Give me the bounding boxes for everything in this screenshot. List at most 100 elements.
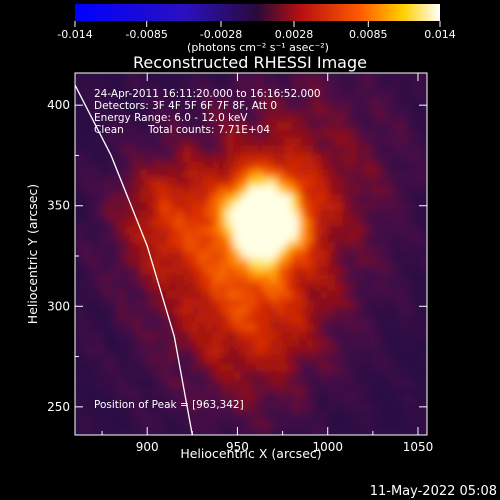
heatmap-cell bbox=[241, 209, 249, 219]
heatmap-cell bbox=[363, 282, 372, 291]
heatmap-cell bbox=[291, 113, 300, 122]
heatmap-cell bbox=[89, 217, 98, 227]
heatmap-cell bbox=[183, 258, 192, 267]
heatmap-cell bbox=[399, 274, 408, 283]
heatmap-cell bbox=[269, 346, 278, 356]
heatmap-cell bbox=[284, 298, 293, 307]
heatmap-cell bbox=[96, 73, 105, 82]
heatmap-cell bbox=[111, 169, 119, 179]
heatmap-cell bbox=[176, 418, 184, 428]
heatmap-cell bbox=[118, 193, 127, 203]
heatmap-cell bbox=[82, 362, 91, 372]
heatmap-cell bbox=[226, 330, 235, 340]
heatmap-cell bbox=[407, 306, 415, 315]
heatmap-cell bbox=[378, 410, 387, 420]
heatmap-cell bbox=[342, 418, 350, 428]
heatmap-cell bbox=[103, 290, 112, 299]
heatmap-cell bbox=[385, 282, 394, 291]
heatmap-cell bbox=[385, 225, 394, 235]
heatmap-cell bbox=[197, 105, 206, 114]
heatmap-cell bbox=[356, 314, 365, 323]
y-tick-label: 350 bbox=[47, 199, 70, 213]
heatmap-cell bbox=[255, 201, 264, 211]
heatmap-cell bbox=[327, 306, 336, 315]
heatmap-cell bbox=[168, 402, 177, 412]
heatmap-cell bbox=[118, 97, 127, 106]
heatmap-cell bbox=[241, 362, 249, 372]
heatmap-cell bbox=[255, 314, 264, 323]
heatmap-cell bbox=[241, 129, 249, 138]
heatmap-cell bbox=[139, 394, 148, 404]
heatmap-cell bbox=[212, 402, 221, 412]
heatmap-cell bbox=[334, 209, 343, 219]
heatmap-cell bbox=[327, 153, 336, 163]
heatmap-cell bbox=[421, 185, 427, 195]
heatmap-cell bbox=[248, 201, 257, 211]
heatmap-cell bbox=[356, 258, 365, 267]
heatmap-cell bbox=[75, 97, 83, 106]
heatmap-cell bbox=[284, 338, 293, 348]
heatmap-cell bbox=[132, 266, 141, 275]
heatmap-cell bbox=[407, 153, 415, 163]
heatmap-cell bbox=[421, 290, 427, 299]
heatmap-cell bbox=[378, 225, 387, 235]
heatmap-cell bbox=[262, 105, 271, 114]
heatmap-cell bbox=[298, 105, 307, 114]
heatmap-cell bbox=[255, 322, 264, 332]
annotation-energy: Energy Range: 6.0 - 12.0 keV bbox=[94, 112, 248, 124]
heatmap-cell bbox=[356, 426, 365, 435]
heatmap-cell bbox=[349, 418, 358, 428]
heatmap-cell bbox=[298, 426, 307, 435]
heatmap-cell bbox=[197, 201, 206, 211]
heatmap-cell bbox=[342, 249, 350, 259]
heatmap-cell bbox=[269, 241, 278, 251]
heatmap-cell bbox=[269, 274, 278, 283]
heatmap-cell bbox=[125, 282, 134, 291]
heatmap-cell bbox=[241, 306, 249, 315]
heatmap-cell bbox=[103, 394, 112, 404]
heatmap-cell bbox=[356, 105, 365, 114]
heatmap-cell bbox=[349, 201, 358, 211]
heatmap-cell bbox=[96, 410, 105, 420]
heatmap-cell bbox=[204, 282, 213, 291]
heatmap-cell bbox=[139, 225, 148, 235]
heatmap-cell bbox=[385, 314, 394, 323]
heatmap-cell bbox=[392, 402, 401, 412]
heatmap-cell bbox=[327, 338, 336, 348]
heatmap-cell bbox=[75, 338, 83, 348]
heatmap-cell bbox=[132, 346, 141, 356]
heatmap-cell bbox=[82, 394, 91, 404]
heatmap-cell bbox=[103, 193, 112, 203]
heatmap-cell bbox=[342, 121, 350, 130]
heatmap-cell bbox=[190, 169, 199, 179]
x-tick-label: 1050 bbox=[403, 440, 434, 454]
plot-area bbox=[75, 73, 427, 435]
heatmap-cell bbox=[125, 314, 134, 323]
heatmap-cell bbox=[96, 258, 105, 267]
heatmap-cell bbox=[103, 201, 112, 211]
heatmap-cell bbox=[356, 97, 365, 106]
heatmap-cell bbox=[89, 193, 98, 203]
heatmap-cell bbox=[111, 330, 119, 340]
heatmap-cell bbox=[371, 258, 379, 267]
annotation-method: Clean bbox=[94, 124, 124, 136]
heatmap-cell bbox=[399, 249, 408, 259]
heatmap-cell bbox=[269, 258, 278, 267]
heatmap-cell bbox=[255, 394, 264, 404]
heatmap-cell bbox=[363, 113, 372, 122]
heatmap-cell bbox=[320, 153, 329, 163]
heatmap-cell bbox=[161, 121, 170, 130]
heatmap-cell bbox=[407, 121, 415, 130]
heatmap-cell bbox=[291, 330, 300, 340]
heatmap-cell bbox=[342, 81, 350, 90]
heatmap-cell bbox=[378, 145, 387, 155]
heatmap-cell bbox=[82, 97, 91, 106]
heatmap-cell bbox=[241, 354, 249, 364]
heatmap-cell bbox=[161, 394, 170, 404]
heatmap-cell bbox=[139, 201, 148, 211]
heatmap-cell bbox=[291, 249, 300, 259]
plot-frame bbox=[74, 72, 428, 436]
heatmap-cell bbox=[320, 386, 329, 396]
heatmap-cell bbox=[226, 322, 235, 332]
heatmap-cell bbox=[277, 105, 285, 114]
